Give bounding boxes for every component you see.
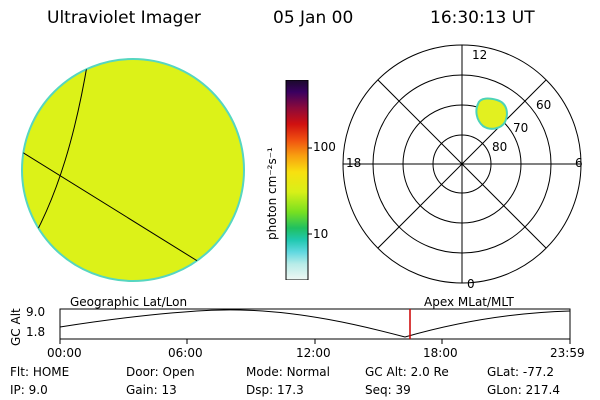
observation-time: 16:30:13 UT	[430, 8, 535, 28]
status-gain: Gain: 13	[126, 383, 177, 397]
colorbar-tick-10: 10	[313, 227, 329, 241]
auroral-oval-patch	[475, 97, 508, 130]
status-seq: Seq: 39	[365, 383, 411, 397]
status-mode: Mode: Normal	[246, 365, 330, 379]
polar-axis-diag2	[377, 79, 547, 249]
timeline-left-label: Geographic Lat/Lon	[70, 295, 188, 309]
status-glat: GLat: -77.2	[487, 365, 554, 379]
timeline-xtick-1800: 18:00	[423, 346, 458, 360]
status-glon: GLon: 217.4	[487, 383, 560, 397]
lat-label-80: 80	[492, 140, 508, 154]
status-door: Door: Open	[126, 365, 195, 379]
status-flight: Flt: HOME	[10, 365, 70, 379]
observation-date: 05 Jan 00	[273, 8, 354, 28]
timeline-frame	[59, 308, 571, 340]
timeline-xtick-0600: 06:00	[168, 346, 203, 360]
altitude-curve	[59, 309, 571, 338]
mlt-label-6: 6	[575, 156, 583, 170]
mlt-label-0: 0	[467, 277, 475, 291]
status-ip: IP: 9.0	[10, 383, 48, 397]
timeline-right-label: Apex MLat/MLT	[424, 295, 514, 309]
status-gc-alt: GC Alt: 2.0 Re	[365, 365, 449, 379]
lat-label-70: 70	[513, 121, 529, 135]
timeline-xtick-1200: 12:00	[296, 346, 331, 360]
timeline-xtick-0000: 00:00	[47, 346, 82, 360]
lat-label-60: 60	[536, 98, 552, 112]
timeline-xtick-2359: 23:59	[550, 346, 585, 360]
timeline-ytick-min: 1.8	[26, 325, 46, 339]
color-scale-bar	[285, 80, 312, 280]
colorbar-tick-100: 100	[313, 140, 336, 154]
status-dsp: Dsp: 17.3	[246, 383, 304, 397]
timeline-ytick-max: 9.0	[26, 305, 46, 319]
instrument-title: Ultraviolet Imager	[47, 8, 201, 28]
mlt-label-12: 12	[472, 48, 488, 62]
mlt-label-18: 18	[346, 156, 362, 170]
